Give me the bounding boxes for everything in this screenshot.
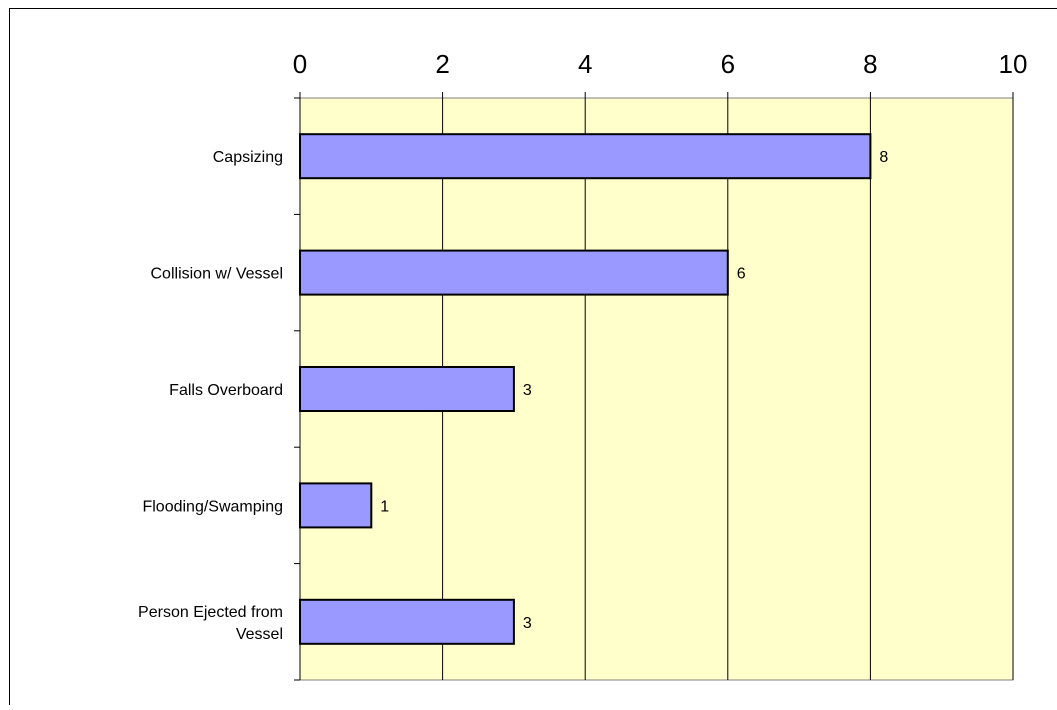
x-tick-label: 0 — [293, 49, 307, 79]
category-label-line: Person Ejected from — [138, 604, 283, 621]
data-label: 3 — [523, 382, 532, 399]
data-label: 3 — [523, 615, 532, 632]
bar — [299, 482, 373, 529]
bar — [299, 133, 872, 180]
bars — [299, 133, 872, 645]
data-label: 1 — [380, 498, 389, 515]
x-axis-ticks — [299, 92, 1014, 98]
category-label-line: Capsizing — [213, 149, 283, 166]
data-label: 8 — [879, 149, 888, 166]
category-label: Falls Overboard — [169, 382, 283, 399]
bar — [299, 366, 515, 412]
category-labels: Capsizing Collision w/ Vessel Falls Overbo… — [138, 149, 283, 643]
category-label: Capsizing — [213, 149, 283, 166]
x-tick-labels: 0 2 4 6 8 10 — [293, 49, 1028, 79]
category-label: Flooding/Swamping — [142, 498, 283, 515]
category-label-line: Collision w/ Vessel — [151, 266, 284, 283]
x-tick-label: 10 — [999, 49, 1028, 79]
x-tick-label: 2 — [435, 49, 449, 79]
category-label-line: Vessel — [236, 626, 283, 643]
x-tick-label: 6 — [721, 49, 735, 79]
x-tick-label: 8 — [863, 49, 877, 79]
x-tick-label: 4 — [578, 49, 592, 79]
gridlines — [442, 98, 1014, 680]
data-labels: 8 6 3 1 3 — [380, 149, 888, 632]
category-label: Person Ejected from Vessel — [138, 604, 283, 643]
data-label: 6 — [737, 266, 746, 283]
category-label-line: Flooding/Swamping — [142, 498, 283, 515]
bar — [299, 249, 729, 296]
bar — [299, 598, 515, 645]
category-label-line: Falls Overboard — [169, 382, 283, 399]
category-label: Collision w/ Vessel — [151, 266, 284, 283]
